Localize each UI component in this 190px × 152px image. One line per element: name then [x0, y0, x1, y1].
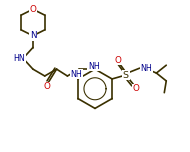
Text: O: O: [132, 84, 139, 93]
Text: HN: HN: [13, 54, 25, 63]
Text: O: O: [115, 56, 121, 65]
Text: O: O: [29, 5, 36, 14]
Text: N: N: [30, 31, 36, 40]
Text: NH: NH: [70, 69, 82, 79]
Text: NH: NH: [141, 64, 152, 73]
Text: NH: NH: [88, 62, 100, 71]
Text: O: O: [43, 82, 50, 91]
Text: S: S: [123, 71, 129, 79]
